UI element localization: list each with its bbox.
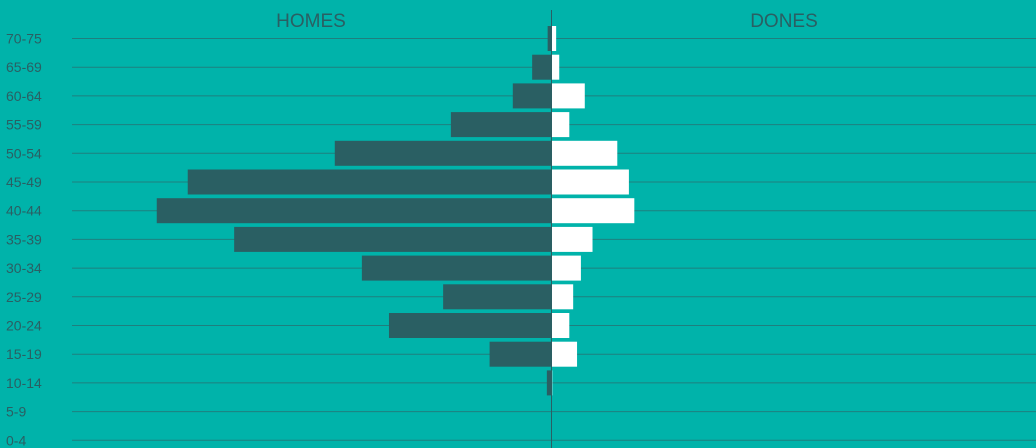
bar-dones-50-54 <box>551 140 618 166</box>
bar-homes-60-64 <box>512 83 552 109</box>
bar-dones-45-49 <box>551 169 629 195</box>
bar-dones-55-59 <box>551 112 570 138</box>
bar-dones-30-34 <box>551 255 581 281</box>
bar-homes-15-19 <box>489 341 552 367</box>
series-header-dones: DONES <box>750 11 818 32</box>
bar-homes-55-59 <box>450 112 552 138</box>
y-tick-label: 20-24 <box>6 318 42 334</box>
bars <box>156 26 635 396</box>
bar-dones-15-19 <box>551 341 578 367</box>
y-tick-label: 45-49 <box>6 174 42 190</box>
bar-homes-40-44 <box>156 198 552 224</box>
bar-dones-60-64 <box>551 83 585 109</box>
y-tick-label: 15-19 <box>6 346 42 362</box>
bar-dones-25-29 <box>551 284 574 310</box>
y-tick-label: 10-14 <box>6 375 42 391</box>
y-tick-label: 30-34 <box>6 260 42 276</box>
bar-homes-20-24 <box>388 313 552 338</box>
y-tick-label: 25-29 <box>6 289 42 305</box>
bar-dones-70-75 <box>551 26 557 51</box>
bar-homes-45-49 <box>187 169 552 195</box>
y-tick-label: 50-54 <box>6 145 42 161</box>
y-tick-label: 55-59 <box>6 117 42 133</box>
bar-homes-50-54 <box>334 140 552 166</box>
bar-dones-40-44 <box>551 198 635 224</box>
y-axis-labels: 70-75 65-69 60-64 55-59 50-54 45-49 40-44 35-39… <box>6 31 42 448</box>
y-tick-label: 5-9 <box>6 404 26 420</box>
y-tick-label: 70-75 <box>6 31 42 47</box>
bar-dones-65-69 <box>551 54 560 80</box>
bar-dones-35-39 <box>551 226 593 252</box>
bar-homes-25-29 <box>443 284 552 310</box>
bar-dones-20-24 <box>551 313 570 338</box>
bar-homes-10-14 <box>546 370 552 396</box>
y-tick-label: 65-69 <box>6 59 42 75</box>
bar-homes-30-34 <box>361 255 552 281</box>
bar-homes-70-75 <box>547 26 552 51</box>
series-header-homes: HOMES <box>276 11 346 32</box>
y-tick-label: 40-44 <box>6 203 42 219</box>
y-tick-label: 60-64 <box>6 88 42 104</box>
y-tick-label: 0-4 <box>6 432 26 448</box>
bar-homes-65-69 <box>532 54 552 80</box>
bar-homes-35-39 <box>234 226 552 252</box>
y-tick-label: 35-39 <box>6 231 42 247</box>
